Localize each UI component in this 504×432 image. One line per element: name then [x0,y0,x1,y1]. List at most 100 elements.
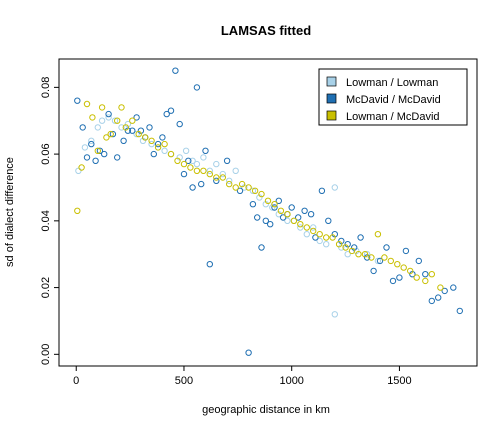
point-lowman-mcdavid [361,251,369,258]
point-lowman-lowman [213,160,220,168]
point-lowman-mcdavid [232,184,239,191]
point-mcdavid-mcdavid [101,150,108,158]
point-lowman-lowman [323,241,330,248]
point-lowman-mcdavid [387,257,394,265]
point-mcdavid-mcdavid [114,154,121,161]
point-lowman-lowman [232,167,239,175]
point-lowman-mcdavid [213,174,220,181]
legend-swatch-mcdavid-mcdavid [326,93,337,104]
point-mcdavid-mcdavid [307,211,315,218]
point-lowman-lowman [206,167,214,175]
point-mcdavid-mcdavid [267,221,274,228]
chart-title: LAMSAS fitted [221,23,311,38]
point-lowman-mcdavid [122,124,130,131]
point-lowman-lowman [161,147,168,155]
point-lowman-mcdavid [187,164,194,171]
point-mcdavid-mcdavid [198,180,205,188]
point-mcdavid-mcdavid [456,307,463,315]
point-lowman-mcdavid [264,197,272,205]
point-mcdavid-mcdavid [163,110,170,118]
point-mcdavid-mcdavid [120,137,127,145]
point-mcdavid-mcdavid [258,244,265,251]
point-mcdavid-mcdavid [254,214,261,221]
point-mcdavid-mcdavid [124,127,132,134]
point-lowman-mcdavid [161,140,168,148]
point-lowman-lowman [94,124,102,131]
y-axis: 0.00 0.02 0.04 0.06 0.08 [40,77,60,365]
point-lowman-mcdavid [323,234,330,241]
point-mcdavid-mcdavid [236,187,244,195]
x-tick-label: 1500 [387,375,411,387]
point-lowman-lowman [316,237,323,245]
point-mcdavid-mcdavid [74,97,81,104]
point-mcdavid-mcdavid [96,147,104,155]
point-mcdavid-mcdavid [146,124,153,131]
point-lowman-lowman [200,154,207,161]
point-lowman-lowman [331,184,338,191]
legend: Lowman / Lowman McDavid / McDavid Lowman… [318,68,468,126]
point-mcdavid-mcdavid [79,124,86,131]
point-mcdavid-mcdavid [279,214,287,221]
point-lowman-mcdavid [342,244,349,251]
y-tick-label: 0.04 [40,210,52,231]
point-mcdavid-mcdavid [435,294,442,301]
point-lowman-mcdavid [284,211,291,218]
point-mcdavid-mcdavid [344,241,351,248]
point-mcdavid-mcdavid [133,114,140,121]
point-lowman-lowman [189,157,196,165]
point-lowman-lowman [75,167,82,175]
point-lowman-mcdavid [206,170,214,178]
point-mcdavid-mcdavid [318,187,326,195]
legend-swatch-lowman-lowman [326,76,337,87]
point-mcdavid-mcdavid [154,140,162,148]
point-mcdavid-mcdavid [172,67,179,74]
point-mcdavid-mcdavid [129,127,136,134]
point-mcdavid-mcdavid [441,287,448,295]
point-mcdavid-mcdavid [206,261,214,268]
point-mcdavid-mcdavid [83,154,91,161]
point-mcdavid-mcdavid [262,217,269,225]
point-lowman-lowman [310,224,317,231]
point-lowman-mcdavid [219,174,227,181]
point-mcdavid-mcdavid [185,157,192,165]
point-mcdavid-mcdavid [383,244,390,251]
point-lowman-lowman [256,194,263,201]
point-mcdavid-mcdavid [202,147,209,155]
point-lowman-mcdavid [200,167,207,175]
point-lowman-lowman [124,120,132,128]
point-lowman-mcdavid [89,114,96,121]
point-mcdavid-mcdavid [249,201,257,208]
point-lowman-mcdavid [368,254,375,261]
point-mcdavid-mcdavid [325,217,332,225]
point-lowman-lowman [331,311,338,318]
point-lowman-mcdavid [114,117,121,124]
point-lowman-mcdavid [154,144,162,151]
point-mcdavid-mcdavid [415,257,422,265]
point-mcdavid-mcdavid [150,150,158,158]
point-lowman-mcdavid [135,130,142,138]
point-lowman-mcdavid [226,180,233,188]
point-lowman-mcdavid [348,247,356,255]
point-lowman-lowman [182,147,190,155]
point-lowman-lowman [249,187,257,195]
point-lowman-mcdavid [400,264,407,271]
point-mcdavid-mcdavid [295,214,302,221]
point-mcdavid-mcdavid [213,177,220,185]
point-lowman-mcdavid [407,267,414,275]
x-axis-label: geographic distance in km [202,404,330,416]
y-tick-label: 0.08 [40,77,52,98]
point-mcdavid-mcdavid [245,349,252,356]
legend-label-mcdavid-mcdavid: McDavid / McDavid [346,94,441,106]
legend-swatch-lowman-mcdavid [326,110,337,121]
point-lowman-mcdavid [129,117,136,124]
point-lowman-lowman [219,170,227,178]
point-lowman-mcdavid [258,190,265,198]
y-tick-label: 0.06 [40,143,52,164]
point-mcdavid-mcdavid [450,284,457,291]
legend-label-lowman-mcdavid: Lowman / McDavid [346,111,440,123]
point-lowman-lowman [226,177,233,185]
point-mcdavid-mcdavid [288,204,295,211]
point-mcdavid-mcdavid [176,120,183,128]
point-lowman-mcdavid [74,207,81,215]
point-mcdavid-mcdavid [370,267,377,275]
